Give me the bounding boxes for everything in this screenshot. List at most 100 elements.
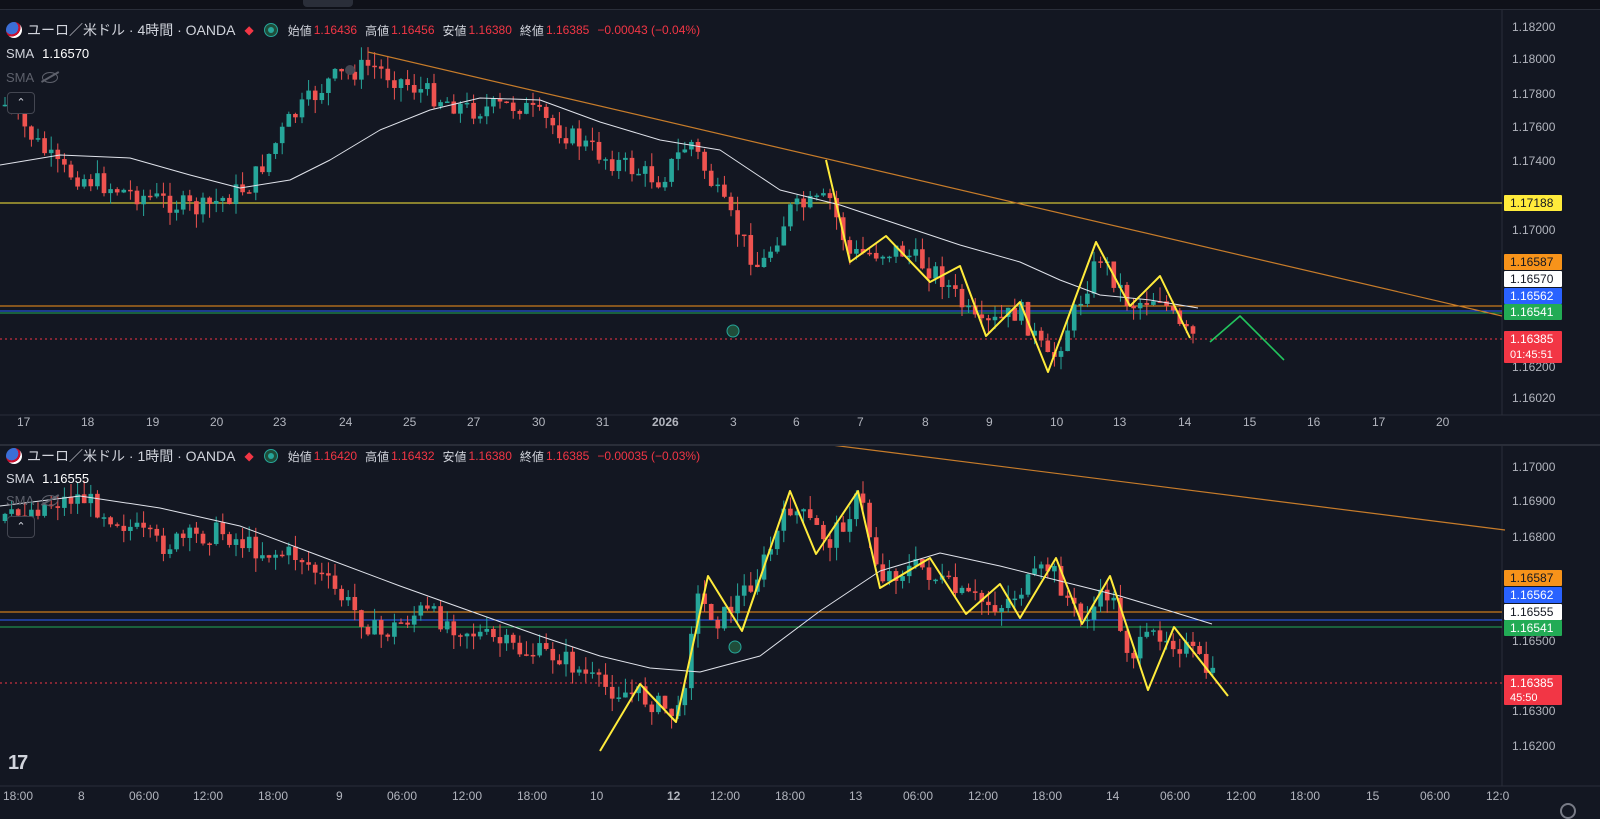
market-status-icon[interactable]	[263, 449, 278, 463]
bot-candle	[253, 536, 259, 559]
countdown-badge: 45:50	[1510, 692, 1538, 704]
time-tick: 12:00	[193, 789, 223, 803]
top-candle	[893, 245, 899, 257]
price-tick: 1.16800	[1512, 530, 1556, 544]
top-candle	[35, 138, 41, 140]
top-candle	[147, 195, 153, 198]
bot-candle	[326, 573, 331, 576]
alert-icon[interactable]: ◆	[244, 23, 254, 37]
top-candle	[114, 189, 120, 193]
high-label: 高値	[365, 23, 390, 38]
alert-icon[interactable]: ◆	[244, 449, 254, 463]
bot-candle	[180, 533, 186, 538]
bot-candle	[1157, 630, 1163, 642]
price-badge: 1.16587	[1510, 571, 1554, 585]
top-candle	[1170, 305, 1176, 311]
bot-candle	[293, 546, 298, 561]
top-candle	[75, 177, 80, 187]
bot-candle	[81, 494, 87, 504]
bot-candle	[1045, 564, 1051, 572]
close-value: 1.16385	[545, 449, 590, 463]
top-candle	[1131, 305, 1136, 309]
bot-candle	[240, 539, 245, 549]
bot-candle	[75, 494, 80, 504]
bot-candle	[497, 637, 503, 644]
top-candle	[359, 59, 364, 80]
eurusd-flag-icon	[6, 448, 22, 464]
top-candle	[999, 316, 1004, 319]
time-tick: 20	[1436, 415, 1450, 429]
bot-candle	[682, 688, 688, 706]
symbol-title[interactable]: ユーロ／米ドル · 4時間 · OANDA	[27, 22, 236, 38]
top-candle	[966, 305, 971, 308]
bot-candle	[1184, 641, 1189, 654]
last-price-badge: 1.16385	[1510, 676, 1554, 690]
sma-indicator-1h[interactable]: SMA 1.16555	[6, 471, 89, 486]
chart-canvas-4h[interactable]: 1.18200 1.18000 1.17800 1.17600 1.17400 1.170…	[0, 10, 1600, 444]
eye-hidden-icon[interactable]	[42, 72, 59, 83]
top-candle	[227, 197, 232, 205]
top-candle	[814, 195, 820, 197]
top-candle	[220, 197, 226, 201]
top-candle	[570, 128, 575, 144]
price-badge: 1.17188	[1510, 196, 1554, 210]
sma-indicator-4h[interactable]: SMA 1.16570	[6, 46, 89, 61]
top-candle	[807, 195, 813, 208]
top-candle	[1025, 301, 1031, 336]
low-value: 1.16380	[468, 449, 512, 463]
bot-candle	[1164, 640, 1169, 643]
top-candle	[959, 288, 965, 308]
bot-candle	[722, 606, 727, 629]
bot-candle	[438, 606, 443, 630]
event-marker-icon	[726, 324, 740, 338]
top-candle	[411, 85, 417, 93]
price-badge-bg	[1504, 587, 1562, 603]
symbol-title[interactable]: ユーロ／米ドル · 1時間 · OANDA	[27, 448, 236, 464]
chart-canvas-1h[interactable]: 1.17000 1.16900 1.16800 1.16500 1.16300 1.162…	[0, 446, 1600, 817]
bot-candle	[101, 517, 107, 519]
time-tick: 30	[532, 415, 546, 429]
bot-candle	[735, 595, 740, 614]
bot-candle	[966, 587, 971, 592]
time-tick: 06:00	[903, 789, 933, 803]
bot-candle	[669, 708, 674, 717]
price-tick: 1.16200	[1512, 360, 1556, 374]
sma-hidden-indicator-4h[interactable]: SMA	[6, 70, 59, 85]
bot-candle	[365, 626, 371, 635]
bot-candle	[616, 697, 622, 699]
chart-pane-4h[interactable]: 1.18200 1.18000 1.17800 1.17600 1.17400 1.170…	[0, 10, 1600, 444]
collapse-legend-button[interactable]: ⌃	[7, 92, 35, 114]
eye-hidden-icon[interactable]	[42, 495, 59, 506]
top-candle	[497, 98, 503, 102]
price-badge: 1.16570	[1510, 272, 1554, 286]
bot-candle	[1137, 636, 1143, 659]
top-candle	[557, 125, 562, 139]
toolbar-tab[interactable]	[303, 0, 353, 7]
bot-candle	[35, 509, 41, 516]
price-tick: 1.16020	[1512, 391, 1556, 405]
bot-candle	[953, 577, 958, 594]
sma-hidden-indicator-1h[interactable]: SMA	[6, 493, 59, 508]
bot-candle	[642, 686, 648, 705]
top-candle	[55, 149, 61, 160]
top-toolbar-strip	[0, 0, 1600, 10]
bot-candle	[451, 621, 457, 636]
collapse-legend-button[interactable]: ⌃	[7, 516, 35, 538]
bot-candle	[464, 633, 470, 637]
bot-candle	[1085, 619, 1090, 622]
top-candle	[953, 285, 958, 289]
top-candle	[926, 268, 932, 279]
price-badge-bg	[1504, 288, 1562, 304]
chart-pane-1h[interactable]: 1.17000 1.16900 1.16800 1.16500 1.16300 1.162…	[0, 446, 1600, 817]
tradingview-logo[interactable]: 17	[8, 752, 28, 774]
market-status-icon[interactable]	[263, 23, 278, 37]
top-candle	[609, 159, 615, 172]
pane-divider[interactable]	[0, 444, 1600, 446]
time-tick: 9	[336, 789, 343, 803]
top-candle	[642, 166, 648, 174]
top-candle	[867, 252, 872, 255]
top-candle	[1164, 301, 1169, 306]
top-candle	[735, 210, 740, 235]
bot-candle	[900, 576, 905, 581]
bot-candle	[662, 695, 668, 709]
